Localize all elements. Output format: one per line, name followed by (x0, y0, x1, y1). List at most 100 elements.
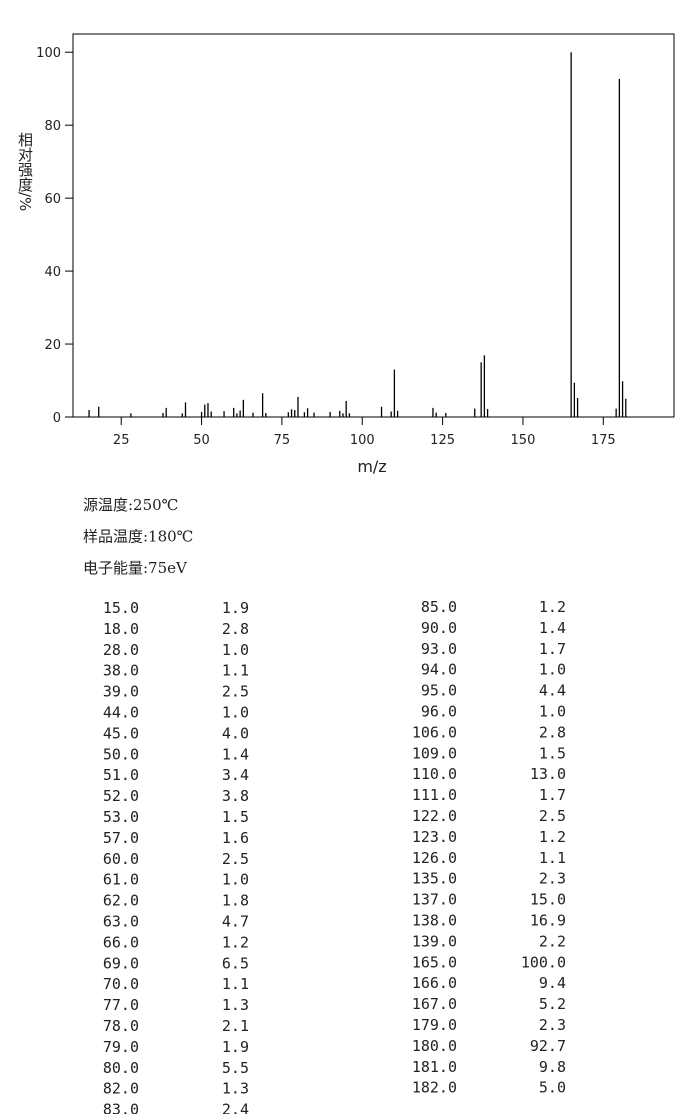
mz-cell: 135.0 (412, 870, 457, 888)
intensity-cell: 1.6 (222, 829, 249, 847)
intensity-cell: 2.1 (222, 1017, 249, 1035)
intensity-cell: 2.5 (539, 807, 566, 825)
intensity-cell: 4.4 (539, 682, 566, 700)
mz-cell: 51.0 (103, 766, 139, 784)
intensity-cell: 1.2 (539, 828, 566, 846)
intensity-cell: 100.0 (521, 953, 566, 971)
mz-cell: 126.0 (412, 849, 457, 867)
mz-cell: 60.0 (103, 850, 139, 868)
intensity-cell: 16.9 (530, 912, 566, 930)
mz-cell: 66.0 (103, 933, 139, 951)
intensity-cell: 1.9 (222, 599, 249, 617)
mz-cell: 69.0 (103, 954, 139, 972)
intensity-cell: 9.4 (539, 974, 566, 992)
mz-cell: 165.0 (412, 953, 457, 971)
mz-cell: 79.0 (103, 1038, 139, 1056)
x-tick-label: 50 (193, 433, 210, 448)
condition: 电子能量:75eV (83, 559, 188, 577)
mz-cell: 122.0 (412, 807, 457, 825)
mz-cell: 182.0 (412, 1079, 457, 1097)
mz-cell: 57.0 (103, 829, 139, 847)
mz-cell: 62.0 (103, 892, 139, 910)
mz-cell: 167.0 (412, 995, 457, 1013)
intensity-cell: 1.7 (539, 786, 566, 804)
intensity-cell: 2.4 (222, 1101, 249, 1114)
x-axis-label: m/z (357, 457, 386, 476)
intensity-cell: 6.5 (222, 954, 249, 972)
intensity-cell: 1.0 (222, 704, 249, 722)
intensity-cell: 2.3 (539, 1016, 566, 1034)
intensity-cell: 1.1 (222, 662, 249, 680)
mz-cell: 77.0 (103, 996, 139, 1014)
mz-cell: 80.0 (103, 1059, 139, 1077)
intensity-cell: 1.3 (222, 1080, 249, 1098)
intensity-cell: 13.0 (530, 765, 566, 783)
mz-cell: 85.0 (421, 598, 457, 616)
mz-cell: 70.0 (103, 975, 139, 993)
mz-cell: 45.0 (103, 724, 139, 742)
mz-cell: 15.0 (103, 599, 139, 617)
mz-cell: 53.0 (103, 808, 139, 826)
mz-cell: 90.0 (421, 619, 457, 637)
y-tick-label: 80 (44, 119, 61, 134)
mz-cell: 139.0 (412, 932, 457, 950)
mz-cell: 106.0 (412, 723, 457, 741)
mz-cell: 166.0 (412, 974, 457, 992)
intensity-cell: 4.7 (222, 913, 249, 931)
intensity-cell: 1.2 (222, 933, 249, 951)
intensity-cell: 9.8 (539, 1058, 566, 1076)
y-tick-label: 100 (36, 46, 61, 61)
mz-cell: 96.0 (421, 703, 457, 721)
intensity-cell: 2.5 (222, 683, 249, 701)
intensity-cell: 1.4 (539, 619, 566, 637)
intensity-cell: 2.2 (539, 932, 566, 950)
intensity-cell: 1.0 (539, 661, 566, 679)
intensity-cell: 1.0 (222, 641, 249, 659)
intensity-cell: 1.2 (539, 598, 566, 616)
mz-cell: 180.0 (412, 1037, 457, 1055)
intensity-cell: 5.2 (539, 995, 566, 1013)
intensity-cell: 1.5 (539, 744, 566, 762)
x-tick-label: 175 (591, 433, 616, 448)
y-tick-label: 60 (44, 192, 61, 207)
mz-cell: 110.0 (412, 765, 457, 783)
intensity-cell: 1.0 (222, 871, 249, 889)
mz-cell: 93.0 (421, 640, 457, 658)
intensity-cell: 15.0 (530, 891, 566, 909)
intensity-cell: 1.0 (539, 703, 566, 721)
intensity-cell: 3.8 (222, 787, 249, 805)
mz-cell: 138.0 (412, 912, 457, 930)
intensity-cell: 2.8 (539, 723, 566, 741)
intensity-cell: 3.4 (222, 766, 249, 784)
y-axis-label: 相对强度/% (16, 132, 34, 211)
mz-cell: 52.0 (103, 787, 139, 805)
intensity-cell: 92.7 (530, 1037, 566, 1055)
x-tick-label: 100 (350, 433, 375, 448)
x-tick-label: 25 (113, 433, 130, 448)
intensity-cell: 2.3 (539, 870, 566, 888)
intensity-cell: 1.9 (222, 1038, 249, 1056)
intensity-cell: 1.5 (222, 808, 249, 826)
intensity-cell: 2.5 (222, 850, 249, 868)
x-tick-label: 125 (430, 433, 455, 448)
y-tick-label: 40 (44, 265, 61, 280)
intensity-cell: 5.0 (539, 1079, 566, 1097)
y-tick-label: 0 (53, 411, 61, 426)
mz-cell: 78.0 (103, 1017, 139, 1035)
intensity-cell: 1.3 (222, 996, 249, 1014)
mz-cell: 179.0 (412, 1016, 457, 1034)
mz-cell: 18.0 (103, 620, 139, 638)
mz-cell: 83.0 (103, 1101, 139, 1114)
intensity-cell: 2.8 (222, 620, 249, 638)
mz-cell: 38.0 (103, 662, 139, 680)
condition: 源温度:250℃ (83, 496, 178, 514)
x-tick-label: 150 (511, 433, 536, 448)
mz-cell: 181.0 (412, 1058, 457, 1076)
mz-cell: 28.0 (103, 641, 139, 659)
mz-cell: 39.0 (103, 683, 139, 701)
mz-cell: 111.0 (412, 786, 457, 804)
intensity-cell: 1.1 (222, 975, 249, 993)
mz-cell: 109.0 (412, 744, 457, 762)
